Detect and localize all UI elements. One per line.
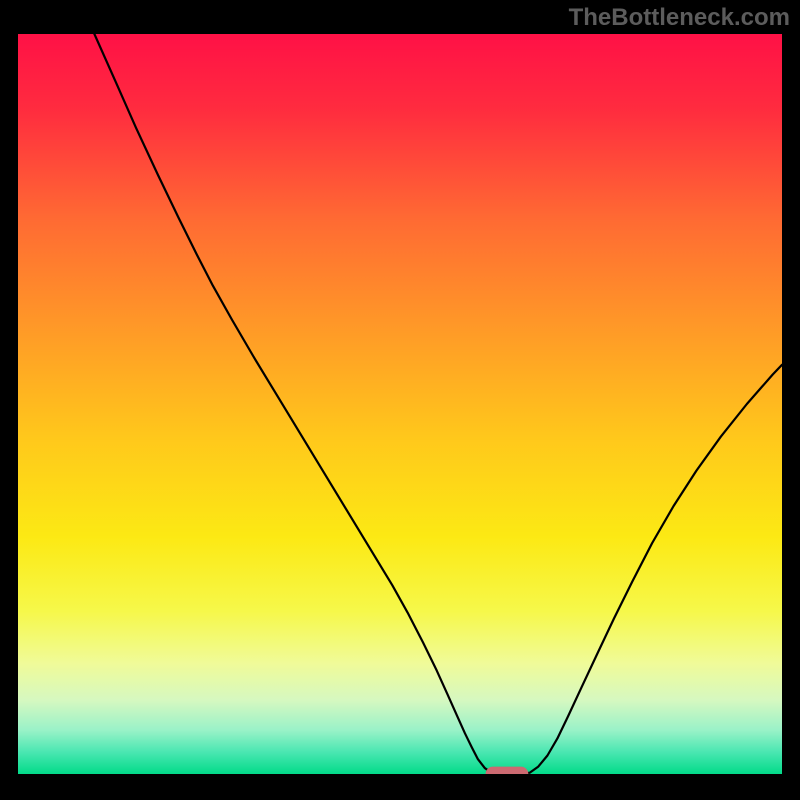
bottleneck-curve: [94, 34, 782, 774]
plot-area: [18, 34, 782, 774]
chart-frame: TheBottleneck.com: [0, 0, 800, 800]
bottleneck-marker: [486, 767, 529, 774]
chart-svg: [18, 34, 782, 774]
watermark-text: TheBottleneck.com: [569, 4, 790, 32]
